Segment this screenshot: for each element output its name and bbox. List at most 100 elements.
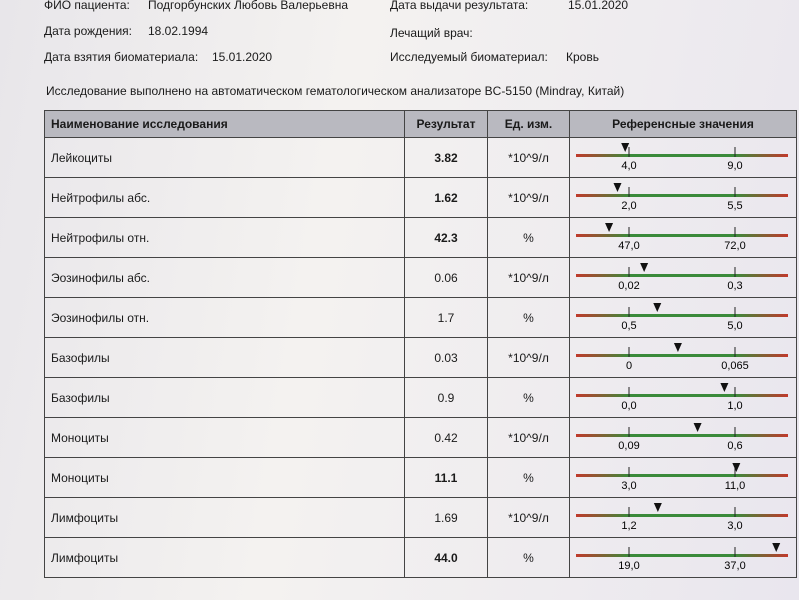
- unit: %: [487, 377, 570, 418]
- reference-value: 1,0: [727, 400, 742, 412]
- unit: *10^9/л: [487, 337, 570, 378]
- row: Базофилы 0.9% 0,0 1,0: [44, 377, 797, 418]
- test-name: Эозинофилы абс.: [44, 257, 405, 298]
- result-marker: [720, 383, 729, 392]
- reference: 0,02 0,3: [569, 257, 797, 298]
- note: Исследование выполнено на автоматическом…: [46, 84, 625, 98]
- result-marker: [640, 263, 649, 272]
- result: 1.62: [404, 177, 488, 218]
- test-name: Лейкоциты: [44, 137, 405, 178]
- results-table: Наименование исследования Результат Ед. из…: [44, 110, 797, 578]
- scale-bar: [576, 274, 788, 277]
- unit: *10^9/л: [487, 257, 570, 298]
- value: 15.01.2020: [568, 0, 629, 12]
- value: 18.02.1994: [148, 24, 209, 38]
- unit: *10^9/л: [487, 497, 570, 538]
- result: 42.3: [404, 217, 488, 258]
- result-marker: [693, 423, 702, 432]
- reference-value: 0,065: [721, 360, 749, 372]
- reference-scale: 1,2 3,0: [576, 503, 788, 532]
- scale-bar: [576, 354, 788, 357]
- unit: %: [487, 217, 570, 258]
- test-name: Моноциты: [44, 457, 405, 498]
- scale-bar: [576, 234, 788, 237]
- reference: 2,0 5,5: [569, 177, 797, 218]
- test-name: Лимфоциты: [44, 537, 405, 578]
- test-name: Базофилы: [44, 377, 405, 418]
- test-name: Нейтрофилы отн.: [44, 217, 405, 258]
- column-header: Наименование исследования: [44, 110, 405, 138]
- row: Эозинофилы абс. 0.06 *10^9/л 0,02 0,3: [44, 257, 797, 298]
- unit: *10^9/л: [487, 417, 570, 458]
- reference-scale: 4,0 9,0: [576, 143, 788, 172]
- value: Подгорбунских Любовь Валерьевна: [148, 0, 349, 12]
- result: 1.7: [404, 297, 488, 338]
- row: Нейтрофилы абс. 1.62 *10^9/л 2,0 5,5: [44, 177, 797, 218]
- column-header: Референсные значения: [569, 110, 797, 138]
- unit: %: [487, 537, 570, 578]
- unit: %: [487, 297, 570, 338]
- reference-value: 0,3: [727, 280, 742, 292]
- reference-scale: 0 0,065: [576, 343, 788, 372]
- row: Лейкоциты 3.82 *10^9/л 4,0 9,0: [44, 137, 797, 178]
- reference-scale: 0,09 0,6: [576, 423, 788, 452]
- result-marker: [732, 463, 741, 472]
- reference-value: 0,0: [621, 400, 636, 412]
- row: Нейтрофилы отн. 42.3% 47,0 72,0: [44, 217, 797, 258]
- reference: 0,5 5,0: [569, 297, 797, 338]
- label: Дата взятия биоматериала:: [44, 50, 199, 64]
- reference-value: 2,0: [621, 200, 636, 212]
- column-header: Ед. изм.: [487, 110, 570, 138]
- row: Базофилы 0.03 *10^9/л 0 0,065: [44, 337, 797, 378]
- reference-value: 3,0: [727, 520, 742, 532]
- result: 44.0: [404, 537, 488, 578]
- row: Моноциты 11.1% 3,0 11,0: [44, 457, 797, 498]
- unit: %: [487, 457, 570, 498]
- reference-scale: 0,0 1,0: [576, 383, 788, 412]
- row: Лимфоциты 1.69 *10^9/л 1,2 3,0: [44, 497, 797, 538]
- row: Эозинофилы отн. 1.7% 0,5 5,0: [44, 297, 797, 338]
- reference-value: 5,0: [727, 320, 742, 332]
- result-marker: [772, 543, 781, 552]
- reference: 0 0,065: [569, 337, 797, 378]
- result: 1.69: [404, 497, 488, 538]
- scale-bar: [576, 194, 788, 197]
- result-marker: [613, 183, 622, 192]
- unit: *10^9/л: [487, 137, 570, 178]
- reference-value: 0,09: [618, 440, 639, 452]
- scale-bar: [576, 554, 788, 557]
- reference-value: 5,5: [727, 200, 742, 212]
- reference-value: 37,0: [724, 560, 745, 572]
- row: Лимфоциты 44.0% 19,0 37,0: [44, 537, 797, 578]
- reference-value: 3,0: [621, 480, 636, 492]
- result: 0.06: [404, 257, 488, 298]
- reference: 0,09 0,6: [569, 417, 797, 458]
- reference-scale: 3,0 11,0: [576, 463, 788, 492]
- scale-bar: [576, 514, 788, 517]
- reference-value: 47,0: [618, 240, 639, 252]
- result: 0.03: [404, 337, 488, 378]
- reference-value: 4,0: [621, 160, 636, 172]
- scale-bar: [576, 434, 788, 437]
- column-header: Результат: [404, 110, 488, 138]
- label: Дата выдачи результата:: [390, 0, 529, 12]
- label: ФИО пациента:: [44, 0, 130, 12]
- value: Кровь: [566, 50, 599, 64]
- test-name: Нейтрофилы абс.: [44, 177, 405, 218]
- reference-value: 9,0: [727, 160, 742, 172]
- test-name: Базофилы: [44, 337, 405, 378]
- result-marker: [605, 223, 614, 232]
- reference: 0,0 1,0: [569, 377, 797, 418]
- test-name: Моноциты: [44, 417, 405, 458]
- reference: 4,0 9,0: [569, 137, 797, 178]
- unit: *10^9/л: [487, 177, 570, 218]
- reference-scale: 2,0 5,5: [576, 183, 788, 212]
- reference-value: 0,5: [621, 320, 636, 332]
- reference-value: 11,0: [725, 480, 746, 492]
- scale-bar: [576, 394, 788, 397]
- reference-value: 0: [626, 360, 632, 372]
- reference: 1,2 3,0: [569, 497, 797, 538]
- reference-scale: 0,02 0,3: [576, 263, 788, 292]
- reference-value: 1,2: [621, 520, 636, 532]
- result-marker: [673, 343, 682, 352]
